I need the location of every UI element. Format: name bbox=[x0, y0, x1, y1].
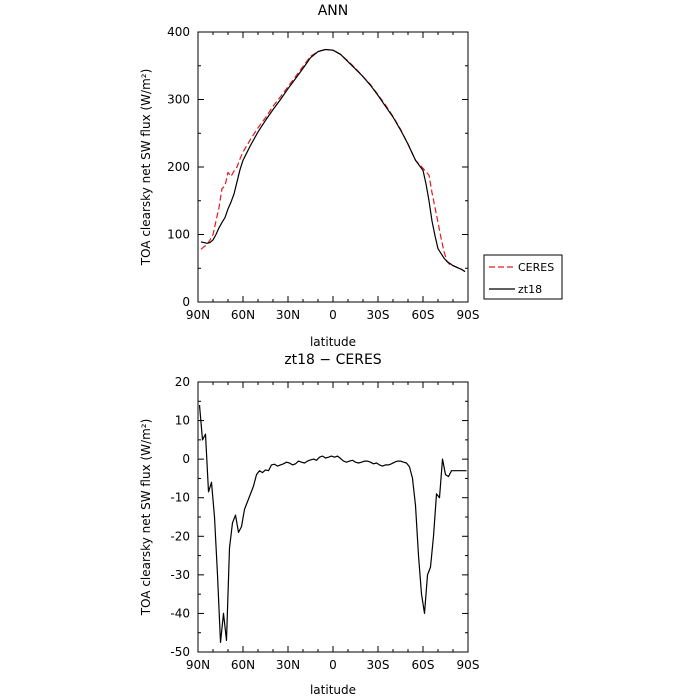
x-tick-label: 90S bbox=[457, 658, 480, 672]
legend: CERES zt18 bbox=[483, 254, 563, 300]
y-tick-label: -30 bbox=[170, 568, 190, 582]
x-tick-label: 60S bbox=[412, 308, 435, 322]
x-tick-label: 30N bbox=[276, 308, 300, 322]
top-chart-series bbox=[200, 48, 466, 273]
legend-label: zt18 bbox=[518, 283, 542, 296]
y-tick-label: -20 bbox=[170, 529, 190, 543]
y-tick-label: 200 bbox=[167, 160, 190, 174]
top-chart-title: ANN bbox=[318, 3, 349, 19]
bottom-chart-series bbox=[198, 405, 467, 644]
y-tick-label: 300 bbox=[167, 93, 190, 107]
bottom-chart-xlabel: latitude bbox=[310, 683, 356, 697]
x-tick-label: 30N bbox=[276, 658, 300, 672]
bottom-chart-title: zt18 − CERES bbox=[284, 352, 381, 368]
legend-label: CERES bbox=[518, 261, 554, 274]
legend-box bbox=[483, 254, 563, 300]
bottom-chart: zt18 − CERES 90N 60N 30N 0 30S 60S 90S -50 -40 -3… bbox=[139, 352, 479, 697]
x-tick-label: 0 bbox=[329, 308, 337, 322]
y-tick-label: 100 bbox=[167, 228, 190, 242]
bottom-chart-ticks: 90N 60N 30N 0 30S 60S 90S -50 -40 -30 -20 -10 0 10 20 bbox=[170, 375, 479, 672]
x-tick-label: 90S bbox=[457, 308, 480, 322]
top-chart: ANN 90N 60N 30N 0 30S 60S 90S 0 100 200 300 400 lat… bbox=[139, 3, 479, 349]
top-chart-ticks: 90N 60N 30N 0 30S 60S 90S 0 100 200 300 400 bbox=[167, 25, 479, 322]
x-tick-label: 90N bbox=[186, 658, 210, 672]
top-chart-ylabel: TOA clearsky net SW flux (W/m²) bbox=[139, 69, 153, 267]
top-chart-frame bbox=[197, 31, 469, 303]
series-line-zt18-ceres bbox=[198, 405, 467, 644]
series-line-zt18 bbox=[200, 48, 466, 273]
legend-items: CERES zt18 bbox=[489, 261, 554, 296]
y-tick-label: -10 bbox=[170, 491, 190, 505]
y-tick-label: -50 bbox=[170, 645, 190, 659]
x-tick-label: 60N bbox=[231, 308, 255, 322]
bottom-chart-frame bbox=[197, 381, 469, 653]
x-tick-label: 90N bbox=[186, 308, 210, 322]
x-tick-label: 60N bbox=[231, 658, 255, 672]
x-tick-label: 30S bbox=[367, 658, 390, 672]
y-tick-label: 0 bbox=[182, 452, 190, 466]
series-line-ceres bbox=[200, 48, 466, 273]
bottom-chart-ylabel: TOA clearsky net SW flux (W/m²) bbox=[139, 419, 153, 617]
y-tick-label: 10 bbox=[175, 414, 190, 428]
top-chart-xlabel: latitude bbox=[310, 335, 356, 349]
x-tick-label: 0 bbox=[329, 658, 337, 672]
x-tick-label: 30S bbox=[367, 308, 390, 322]
x-tick-label: 60S bbox=[412, 658, 435, 672]
y-tick-label: 20 bbox=[175, 375, 190, 389]
y-tick-label: 400 bbox=[167, 25, 190, 39]
y-tick-label: -40 bbox=[170, 606, 190, 620]
y-tick-label: 0 bbox=[182, 295, 190, 309]
